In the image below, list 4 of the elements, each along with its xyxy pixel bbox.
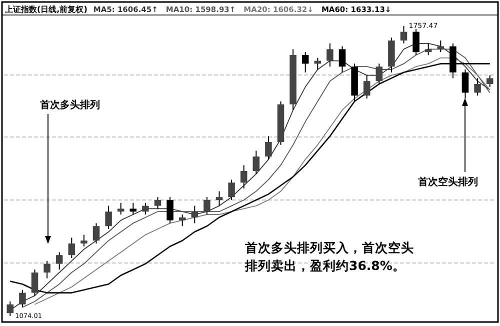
note-bull: 首次多头排列 [40, 100, 100, 111]
note-bear: 首次空头排列 [418, 177, 478, 188]
title: 上证指数(日线,前复权) [5, 5, 88, 14]
note-result: 首次多头排列买入，首次空头排列卖出，盈利约36.8%。 [245, 240, 414, 273]
